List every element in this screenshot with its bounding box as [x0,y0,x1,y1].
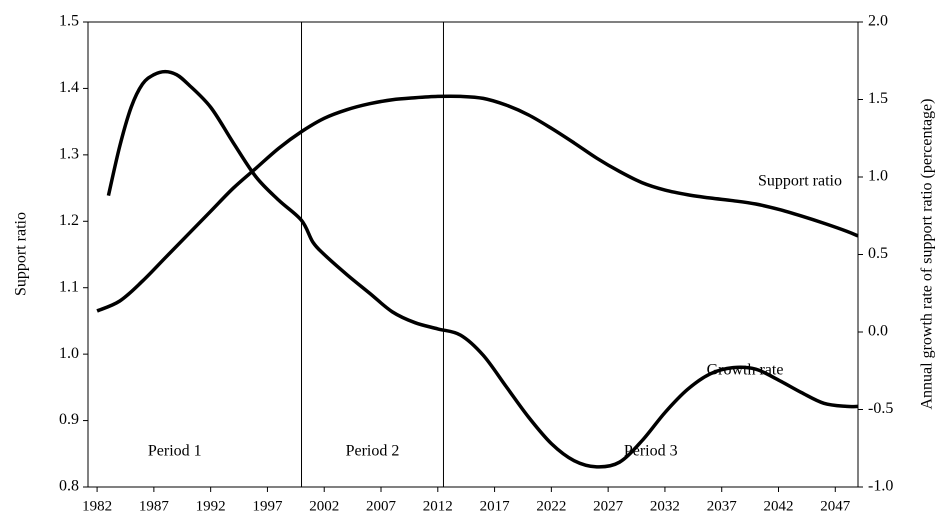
x-tick-label: 2002 [309,498,339,514]
y2-tick-label: 2.0 [868,13,888,30]
y2-tick-label: -1.0 [868,478,893,495]
y-tick-label: 0.8 [59,478,79,495]
y2-tick-label: 0.5 [868,245,888,262]
x-tick-label: 2017 [480,498,511,514]
series-line [96,94,859,313]
x-tick-label: 1997 [252,498,283,514]
x-tick-label: 2012 [423,498,453,514]
x-tick-label: 2042 [764,498,794,514]
x-tick-label: 2007 [366,498,397,514]
y2-tick-label: 1.0 [868,168,888,185]
y-tick-label: 1.5 [59,13,79,30]
period-label: Period 2 [346,443,400,460]
y-tick-label: 1.2 [59,212,79,229]
period-label: Period 1 [148,443,202,460]
x-tick-label: 2022 [536,498,566,514]
y-axis-label: Support ratio [13,212,30,296]
x-tick-label: 2032 [650,498,680,514]
x-tick-label: 2027 [593,498,624,514]
y2-tick-label: 1.5 [868,90,888,107]
y2-tick-label: 0.0 [868,323,888,340]
y-tick-label: 1.0 [59,345,79,362]
y2-tick-label: -0.5 [868,400,893,417]
series-label: Support ratio [758,173,842,190]
x-tick-label: 2037 [707,498,738,514]
x-tick-label: 2047 [820,498,851,514]
x-tick-label: 1992 [196,498,226,514]
y-tick-label: 1.3 [59,146,79,163]
x-tick-label: 1987 [139,498,170,514]
plot-frame [87,21,859,488]
y-tick-label: 1.4 [59,79,79,96]
y-tick-label: 1.1 [59,278,79,295]
x-tick-label: 1982 [82,498,112,514]
series-line [106,69,859,469]
y-tick-label: 0.9 [59,411,79,428]
y2-axis-label: Annual growth rate of support ratio (per… [919,99,936,410]
